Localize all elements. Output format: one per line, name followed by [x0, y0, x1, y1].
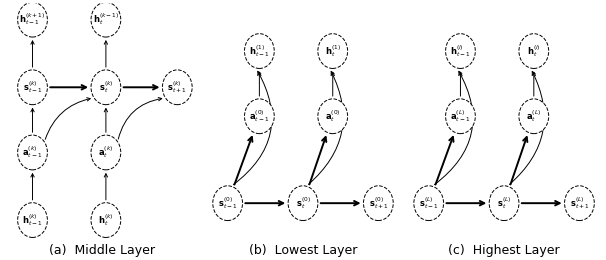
Ellipse shape: [18, 70, 47, 105]
Text: $\mathbf{s}_{t}^{(0)}$: $\mathbf{s}_{t}^{(0)}$: [296, 196, 310, 211]
Ellipse shape: [18, 2, 47, 37]
Text: (b)  Lowest Layer: (b) Lowest Layer: [249, 244, 357, 257]
Text: $\mathbf{h}_{t}^{(l)}$: $\mathbf{h}_{t}^{(l)}$: [527, 43, 541, 59]
Ellipse shape: [445, 34, 475, 68]
Text: $\mathbf{s}_{t+1}^{(k)}$: $\mathbf{s}_{t+1}^{(k)}$: [167, 80, 187, 95]
Text: $\mathbf{h}_{t-1}^{(1)}$: $\mathbf{h}_{t-1}^{(1)}$: [249, 43, 270, 59]
Ellipse shape: [445, 99, 475, 134]
Text: $\mathbf{a}_{t}^{(0)}$: $\mathbf{a}_{t}^{(0)}$: [325, 108, 341, 124]
Text: $\mathbf{s}_{t+1}^{(L)}$: $\mathbf{s}_{t+1}^{(L)}$: [570, 196, 589, 211]
Ellipse shape: [18, 203, 47, 237]
Text: $\mathbf{h}_{t-1}^{(k)}$: $\mathbf{h}_{t-1}^{(k)}$: [22, 212, 43, 228]
Text: $\mathbf{h}_{t-1}^{(k+1)}$: $\mathbf{h}_{t-1}^{(k+1)}$: [19, 12, 46, 28]
Text: $\mathbf{a}_{t-1}^{(L)}$: $\mathbf{a}_{t-1}^{(L)}$: [450, 108, 471, 124]
Ellipse shape: [91, 70, 121, 105]
Ellipse shape: [565, 186, 594, 220]
Ellipse shape: [414, 186, 444, 220]
Ellipse shape: [489, 186, 519, 220]
Text: (a)  Middle Layer: (a) Middle Layer: [49, 244, 155, 257]
Ellipse shape: [519, 99, 548, 134]
Text: $\mathbf{s}_{t}^{(L)}$: $\mathbf{s}_{t}^{(L)}$: [497, 196, 511, 211]
Text: $\mathbf{a}_{t-1}^{(0)}$: $\mathbf{a}_{t-1}^{(0)}$: [249, 108, 270, 124]
Text: $\mathbf{h}_{t}^{(k)}$: $\mathbf{h}_{t}^{(k)}$: [98, 212, 114, 228]
Ellipse shape: [91, 2, 121, 37]
Ellipse shape: [162, 70, 192, 105]
Ellipse shape: [318, 99, 348, 134]
Ellipse shape: [318, 34, 348, 68]
Text: $\mathbf{s}_{t}^{(k)}$: $\mathbf{s}_{t}^{(k)}$: [99, 80, 113, 95]
Ellipse shape: [91, 203, 121, 237]
Text: $\mathbf{s}_{t-1}^{(L)}$: $\mathbf{s}_{t-1}^{(L)}$: [419, 196, 439, 211]
Ellipse shape: [91, 135, 121, 170]
Ellipse shape: [244, 99, 275, 134]
Text: $\mathbf{s}_{t-1}^{(k)}$: $\mathbf{s}_{t-1}^{(k)}$: [22, 80, 42, 95]
Text: (c)  Highest Layer: (c) Highest Layer: [448, 244, 560, 257]
Text: $\mathbf{a}_{t}^{(L)}$: $\mathbf{a}_{t}^{(L)}$: [526, 108, 541, 124]
Text: $\mathbf{a}_{t-1}^{(k)}$: $\mathbf{a}_{t-1}^{(k)}$: [22, 145, 42, 160]
Text: $\mathbf{h}_{t}^{(1)}$: $\mathbf{h}_{t}^{(1)}$: [325, 43, 341, 59]
Ellipse shape: [288, 186, 318, 220]
Text: $\mathbf{h}_{t-1}^{(l)}$: $\mathbf{h}_{t-1}^{(l)}$: [450, 43, 471, 59]
Ellipse shape: [18, 135, 47, 170]
Ellipse shape: [519, 34, 548, 68]
Ellipse shape: [213, 186, 242, 220]
Ellipse shape: [364, 186, 393, 220]
Text: $\mathbf{a}_{t}^{(k)}$: $\mathbf{a}_{t}^{(k)}$: [98, 145, 113, 160]
Text: $\mathbf{s}_{t-1}^{(0)}$: $\mathbf{s}_{t-1}^{(0)}$: [218, 196, 238, 211]
Text: $\mathbf{s}_{t+1}^{(0)}$: $\mathbf{s}_{t+1}^{(0)}$: [368, 196, 388, 211]
Text: $\mathbf{h}_{t}^{(k-1)}$: $\mathbf{h}_{t}^{(k-1)}$: [93, 12, 119, 28]
Ellipse shape: [244, 34, 275, 68]
